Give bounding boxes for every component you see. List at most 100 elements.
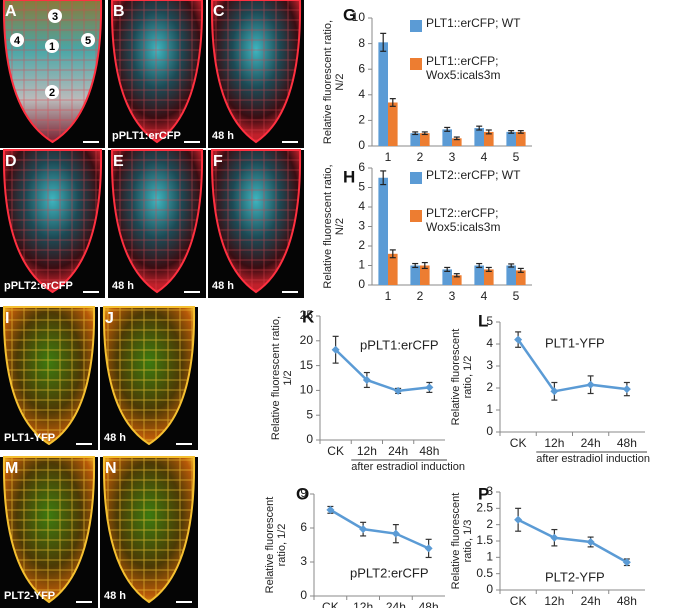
y-axis-label-box: Relative fluorescent ratio, 1/2	[264, 496, 288, 594]
bar	[378, 177, 388, 285]
panel-letter: G	[343, 5, 356, 24]
root-outline	[2, 0, 103, 144]
x-tick-label: 12h	[544, 436, 564, 450]
bar	[484, 269, 494, 285]
micrograph	[2, 0, 103, 144]
region-label: 1	[49, 41, 55, 53]
x-tick-label: CK	[510, 594, 527, 608]
y-axis-label: Relative fluorescent ratio, 1/3	[450, 492, 474, 590]
y-axis-label: Relative fluorescent ratio, N/2	[322, 164, 346, 289]
y-tick-label: 3	[486, 484, 493, 498]
micrograph	[210, 149, 302, 294]
root-outline	[102, 306, 196, 446]
y-tick-label: 25	[300, 308, 314, 322]
x-axis-label: after estradiol induction	[351, 461, 465, 473]
error-bar	[453, 273, 460, 278]
panel-letter: C	[213, 3, 225, 20]
y-axis-label: Relative fluorescent ratio, 1/2	[450, 328, 474, 426]
bar	[378, 42, 388, 146]
x-tick-label: 4	[481, 289, 488, 303]
x-tick-label: 12h	[357, 444, 377, 458]
y-tick-label: 15	[300, 358, 314, 372]
x-tick-label: 5	[513, 289, 520, 303]
y-tick-label: 1	[486, 550, 493, 564]
panel-letter: J	[105, 310, 114, 327]
data-point	[391, 529, 400, 538]
panel-letter: B	[113, 3, 125, 20]
y-tick-label: 3	[486, 358, 493, 372]
bar	[442, 129, 452, 146]
y-tick-label: 2	[486, 517, 493, 531]
y-axis-label: Relative fluorescent ratio, 1/2	[264, 496, 288, 594]
data-point	[550, 533, 559, 542]
error-bar	[412, 131, 419, 136]
y-tick-label: 0	[300, 588, 307, 602]
cell-walls	[103, 457, 195, 602]
annotation: PLT2-YFP	[545, 569, 605, 584]
cell-walls	[111, 0, 203, 142]
y-tick-label: 2	[358, 238, 365, 252]
error-bar	[389, 98, 396, 107]
bar	[410, 133, 420, 146]
image-caption: 48 h	[212, 130, 234, 142]
data-point	[622, 385, 631, 394]
y-tick-label: 3	[300, 554, 307, 568]
data-point	[550, 387, 559, 396]
y-tick-label: 2	[486, 380, 493, 394]
x-tick-label: 3	[449, 289, 456, 303]
micrograph	[2, 456, 96, 604]
bar	[506, 265, 516, 285]
data-point	[622, 558, 631, 567]
data-point	[586, 380, 595, 389]
region-label: 4	[14, 35, 21, 47]
region-marker	[81, 33, 95, 47]
y-tick-label: 0	[306, 432, 313, 446]
error-bar	[380, 32, 387, 52]
bar	[420, 265, 430, 285]
legend-label: PLT1::erCFP; WT	[426, 16, 521, 30]
x-tick-label: 24h	[386, 600, 406, 608]
x-tick-label: 48h	[617, 436, 637, 450]
y-tick-label: 10	[300, 383, 314, 397]
panel-letter: F	[213, 153, 223, 170]
y-tick-label: 8	[358, 36, 365, 50]
x-tick-label: 5	[513, 150, 520, 164]
panel-letter: K	[302, 307, 315, 326]
root-outline	[102, 456, 196, 604]
y-tick-label: 5	[358, 180, 365, 194]
y-tick-label: 0	[358, 138, 365, 152]
legend-label-box: PLT2::erCFP; WT	[426, 168, 520, 182]
error-bar	[380, 170, 387, 186]
panel-letter: O	[296, 484, 309, 503]
data-point	[359, 525, 368, 534]
error-bar	[453, 136, 460, 141]
x-tick-label: 2	[417, 289, 424, 303]
x-tick-label: 24h	[581, 436, 601, 450]
error-bar	[389, 249, 396, 259]
image-caption: 48 h	[112, 280, 134, 292]
region-label: 5	[85, 35, 91, 47]
panel-letter: H	[343, 167, 355, 186]
x-tick-label: 24h	[581, 594, 601, 608]
y-tick-label: 1	[358, 258, 365, 272]
x-tick-label: 1	[385, 150, 392, 164]
region-marker	[45, 39, 59, 53]
x-tick-label: 3	[449, 150, 456, 164]
cell-walls	[211, 150, 301, 292]
y-tick-label: 20	[300, 333, 314, 347]
image-caption: pPLT2:erCFP	[4, 280, 73, 292]
legend-swatch	[410, 172, 422, 184]
x-tick-label: 12h	[544, 594, 564, 608]
panel-letter: L	[478, 311, 488, 330]
annotation: PLT1-YFP	[545, 335, 605, 350]
y-axis-label: Relative fluorescent ratio, N/2	[322, 19, 346, 145]
error-bar	[485, 129, 492, 135]
y-tick-label: 6	[300, 520, 307, 534]
panel-letter: N	[105, 460, 117, 477]
region-marker	[45, 85, 59, 99]
error-bar	[517, 130, 524, 134]
y-tick-label: 4	[486, 336, 493, 350]
x-tick-label: 48h	[617, 594, 637, 608]
region-marker	[10, 33, 24, 47]
micrograph	[102, 306, 196, 446]
